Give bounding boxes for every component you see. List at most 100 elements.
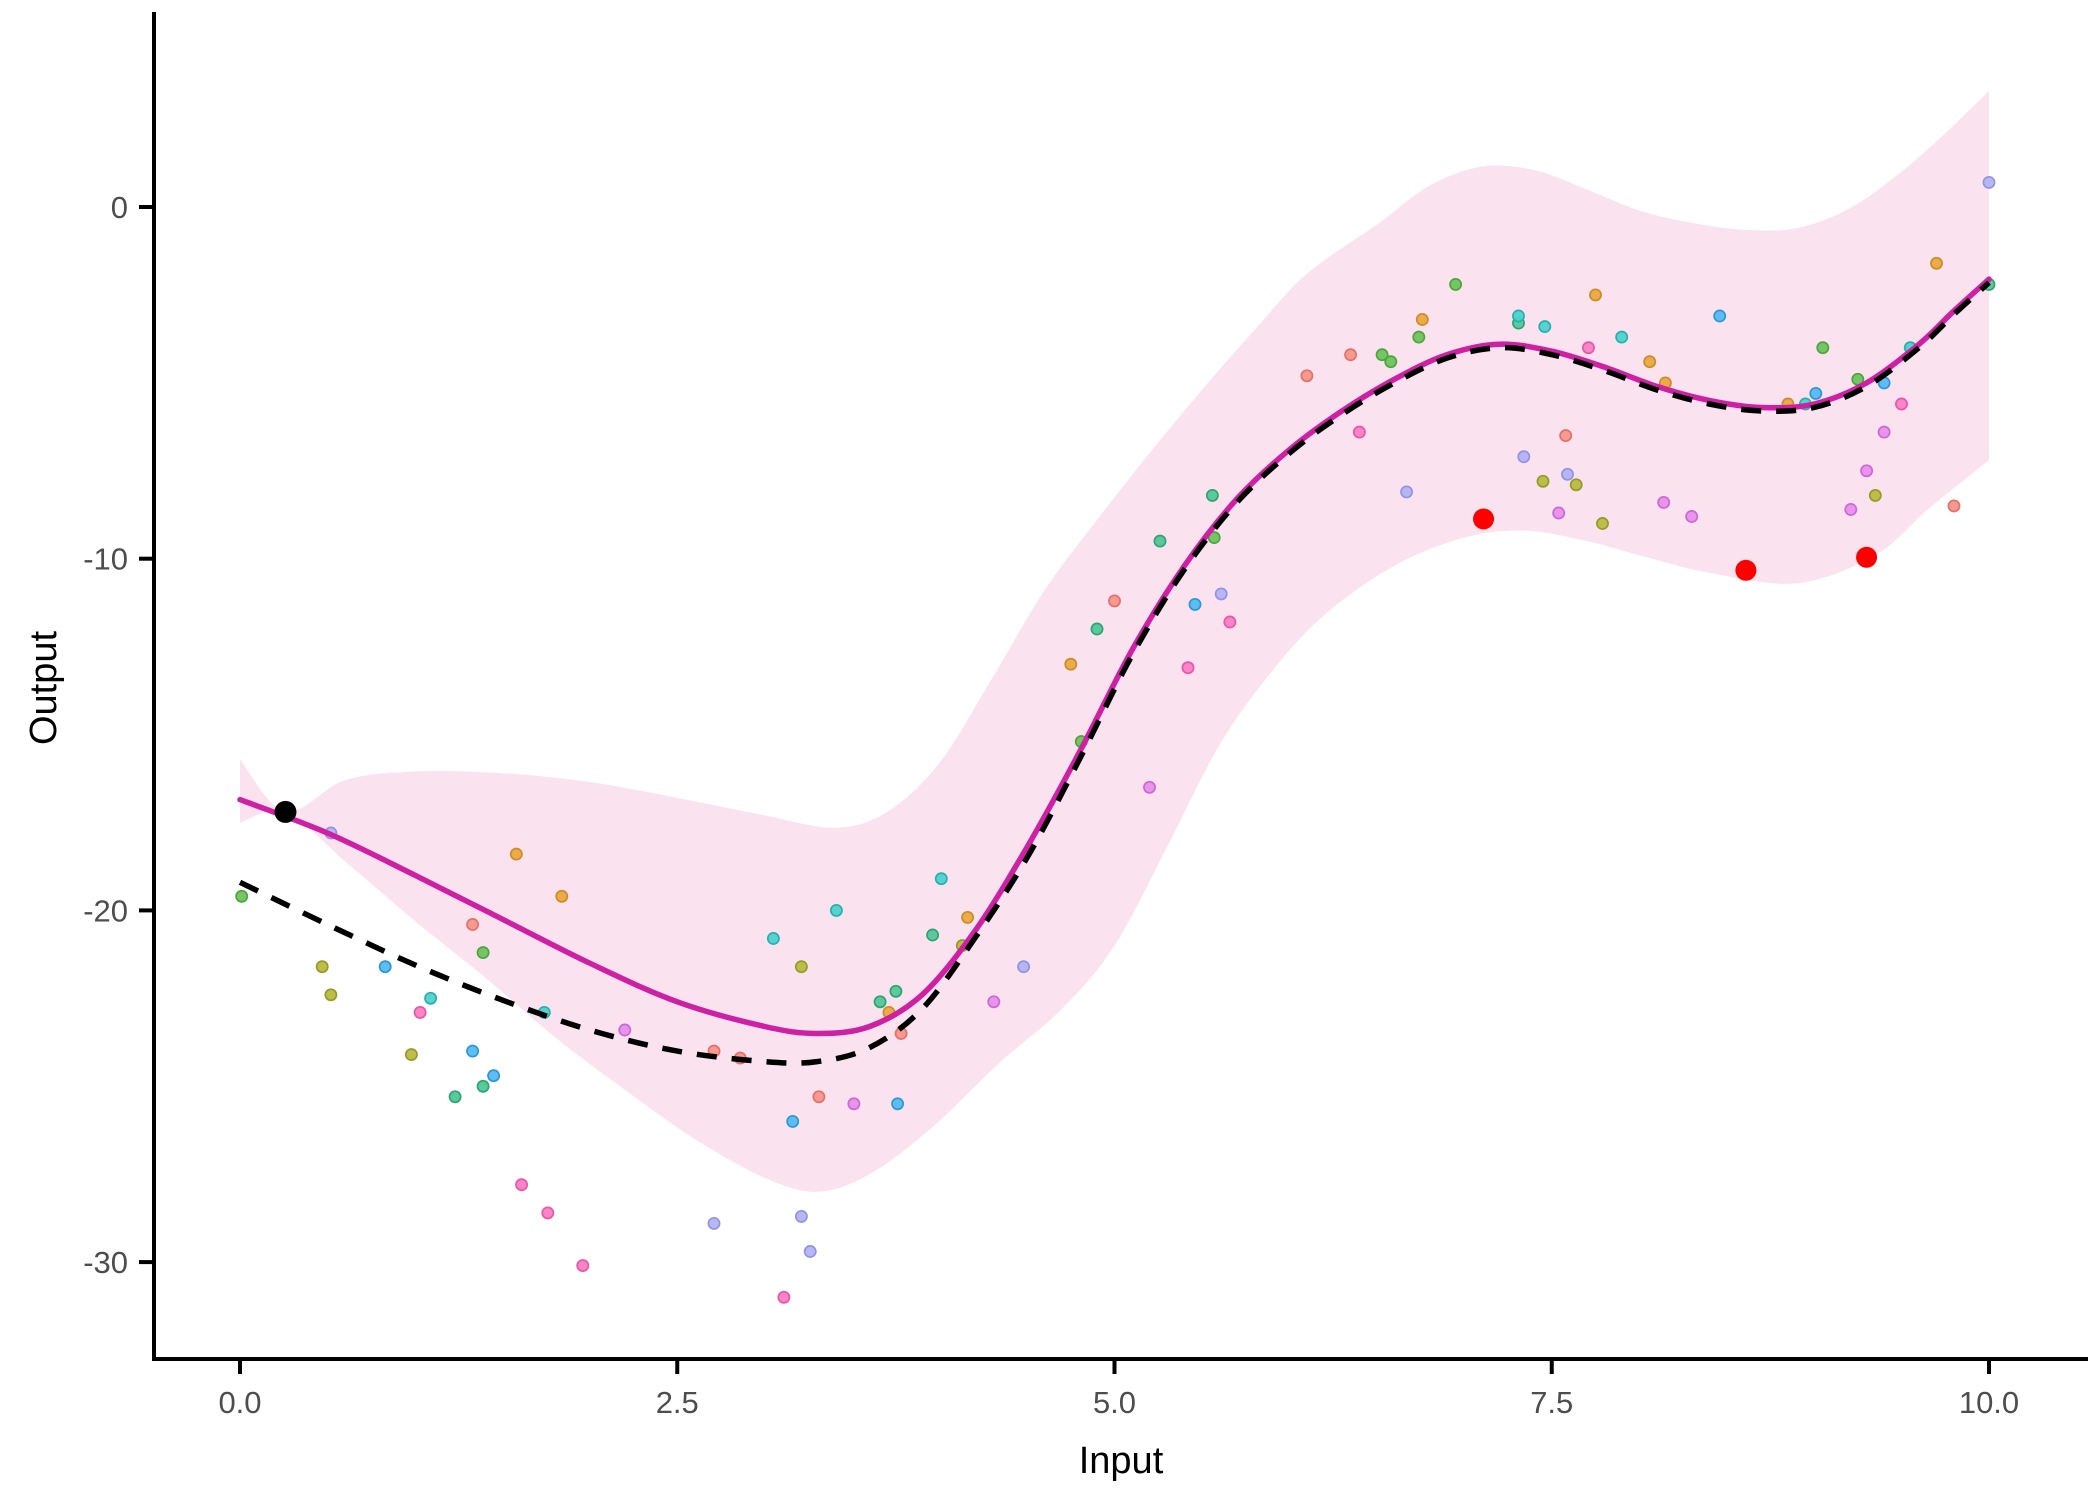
scatter-point-salmon [1344, 348, 1358, 362]
scatter-point-turquoise [766, 932, 780, 945]
scatter-point-orange [961, 910, 975, 924]
scatter-point-hot-pink [576, 1259, 590, 1273]
dashed-curve [238, 280, 1991, 1066]
scatter-point-emerald [889, 984, 903, 998]
scatter-point-turquoise [1512, 309, 1525, 323]
x-tick-label: 7.5 [1530, 1385, 1573, 1420]
scatter-point-periwinkle [1400, 485, 1414, 499]
scatter-point-olive [404, 1048, 418, 1062]
scatter-point-periwinkle [1517, 450, 1531, 464]
scatter-point-orchid [987, 995, 1001, 1009]
scatter-point-turquoise [1538, 320, 1552, 334]
y-tick-label: -30 [83, 1245, 128, 1280]
scatter-point-emerald [1205, 488, 1219, 502]
scatter-point-orange [1064, 657, 1078, 671]
scatter-point-hot-pink [1582, 341, 1595, 355]
scatter-point-green [235, 889, 249, 903]
scatter-point-orchid [1860, 464, 1874, 478]
scatter-point-hot-pink [1181, 661, 1195, 675]
scatter-point-sky-blue [1188, 597, 1202, 611]
x-tick-label: 2.5 [656, 1385, 699, 1420]
scatter-point-orchid [1685, 510, 1699, 523]
scatter-point-emerald [448, 1090, 462, 1104]
scatter-point-periwinkle [794, 1209, 808, 1223]
scatter-point-olive [794, 960, 808, 974]
scatter-point-salmon [1300, 369, 1314, 383]
y-tick-label: -20 [83, 893, 128, 928]
scatter-point-green [476, 946, 490, 960]
y-tick-label: -10 [83, 542, 128, 577]
scatter-point-green [1375, 348, 1389, 362]
scatter-point-sky-blue [487, 1069, 501, 1083]
scatter-point-hot-pink [413, 1005, 427, 1019]
scatter-point-orange [1930, 256, 1943, 270]
anchor-point [274, 800, 297, 823]
scatter-point-hot-pink [1895, 397, 1908, 411]
scatter-point-emerald [873, 995, 887, 1009]
scatter-point-hot-pink [515, 1178, 529, 1192]
scatter-point-green [1449, 277, 1463, 291]
scatter-point-green [1412, 330, 1426, 344]
scatter-point-salmon [812, 1090, 826, 1104]
scatter-point-sky-blue [891, 1097, 905, 1111]
scatter-point-orchid [618, 1023, 632, 1037]
scatter-point-turquoise [829, 903, 843, 917]
scatter-point-emerald [1153, 534, 1167, 548]
scatter-point-periwinkle [707, 1216, 721, 1230]
scatter-point-orchid [1552, 506, 1566, 520]
scatter-point-orange [1415, 313, 1429, 326]
scatter-point-olive [1536, 474, 1550, 488]
scatter-point-olive [324, 988, 338, 1002]
highlight-point [1473, 508, 1495, 530]
scatter-point-orchid [1143, 780, 1156, 794]
scatter-point-emerald [476, 1079, 490, 1093]
scatter-point-olive [1868, 488, 1882, 502]
scatter-point-salmon [466, 918, 480, 931]
scatter-point-sky-blue [1809, 386, 1823, 400]
mean-curve [237, 276, 1992, 1037]
scatter-point-periwinkle [803, 1245, 817, 1258]
scatter-point-orchid [1657, 495, 1671, 509]
x-tick-label: 0.0 [218, 1385, 261, 1420]
scatter-point-sky-blue [786, 1114, 800, 1128]
scatter-point-hot-pink [1223, 615, 1237, 629]
scatter-point-olive [315, 960, 329, 974]
scatter-point-periwinkle [1017, 960, 1031, 974]
scatter-point-turquoise [934, 872, 948, 886]
scatter-point-sky-blue [466, 1044, 480, 1058]
scatter-point-sky-blue [378, 960, 392, 974]
scatter-point-periwinkle [1214, 587, 1228, 601]
scatter-point-green [1816, 341, 1830, 355]
highlight-point [1735, 559, 1757, 581]
scatter-point-hot-pink [1352, 425, 1366, 439]
x-axis-title: Input [1078, 1440, 1164, 1482]
scatter-point-orange [509, 847, 523, 861]
scatter-point-emerald [926, 928, 940, 942]
scatter-point-olive [1569, 478, 1583, 492]
scatter-point-salmon [1559, 429, 1573, 443]
scatter-point-green [1207, 531, 1221, 545]
scatter-point-turquoise [424, 991, 438, 1005]
scatter-point-orchid [847, 1097, 861, 1111]
scatter-point-salmon [1947, 499, 1961, 513]
scatter-point-salmon [1108, 594, 1121, 608]
scatter-point-orange [1643, 355, 1657, 369]
scatter-point-hot-pink [777, 1290, 791, 1304]
scatter-point-turquoise [1615, 330, 1629, 344]
scatter-point-hot-pink [541, 1206, 555, 1220]
scatter-point-periwinkle [1982, 175, 1996, 189]
scatter-point-orange [555, 889, 569, 903]
scatter-point-emerald [1090, 622, 1104, 636]
scatter-point-green [1384, 355, 1398, 369]
highlight-point [1856, 546, 1878, 568]
y-tick-label: 0 [111, 190, 128, 225]
confidence-ribbon [240, 90, 1989, 1192]
scatter-point-periwinkle [1561, 467, 1574, 481]
x-tick-label: 5.0 [1093, 1385, 1136, 1420]
y-axis-title: Output [23, 630, 65, 746]
x-tick-label: 10.0 [1959, 1385, 2019, 1420]
scatter-point-orange [1589, 288, 1602, 302]
scatter-point-sky-blue [1713, 309, 1727, 323]
